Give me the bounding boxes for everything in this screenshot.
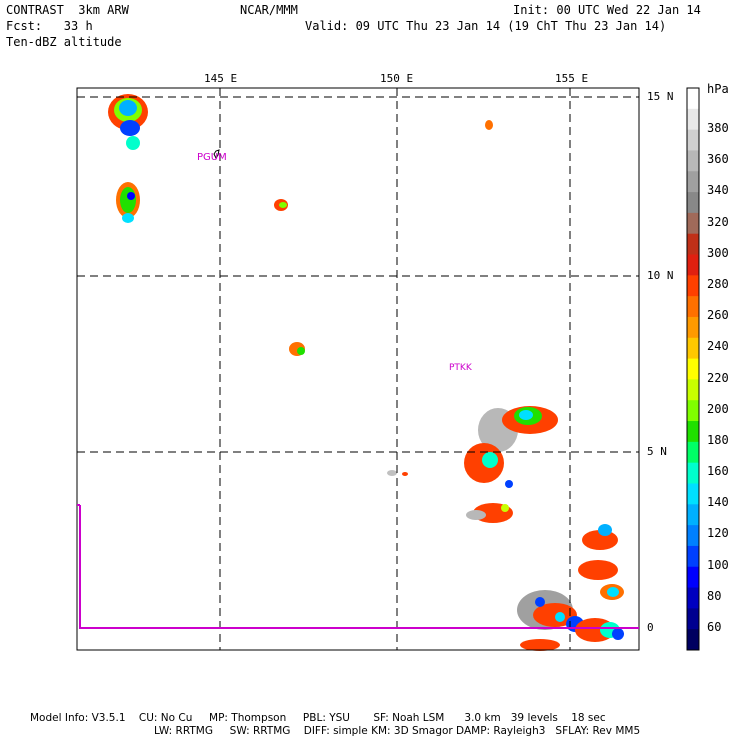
colorbar-swatch: [687, 483, 699, 505]
lat-label-eq: 0: [647, 621, 654, 634]
colorbar-swatch: [687, 545, 699, 568]
colorbar-swatch: [687, 337, 699, 360]
colorbar-label: 80: [707, 588, 722, 603]
colorbar-swatch: [687, 88, 699, 110]
organization: NCAR/MMM: [240, 3, 298, 17]
forecast-hour: Fcst: 33 h: [6, 19, 93, 33]
model-info-line1: Model Info: V3.5.1 CU: No Cu MP: Thompso…: [30, 712, 606, 724]
lat-label-15n: 15 N: [647, 90, 674, 103]
colorbar-swatch: [687, 400, 699, 422]
guam-island: [213, 149, 220, 159]
colorbar: [686, 87, 700, 651]
colorbar-label: 340: [707, 183, 729, 198]
colorbar-label: 120: [707, 526, 729, 541]
colorbar-label: 240: [707, 339, 729, 354]
colorbar-swatch: [687, 296, 699, 318]
colorbar-label: 260: [707, 308, 729, 323]
init-time: Init: 00 UTC Wed 22 Jan 14: [513, 3, 701, 17]
colorbar-swatch: [687, 275, 699, 297]
colorbar-label: 100: [707, 557, 729, 572]
station-ptkk: PTKK: [449, 363, 472, 373]
station-pgum: PGUM: [197, 152, 227, 163]
colorbar-unit: hPa: [707, 82, 729, 96]
colorbar-swatch: [687, 608, 699, 630]
lon-label-145: 145 E: [204, 72, 238, 85]
colorbar-swatch: [687, 421, 699, 443]
colorbar-swatch: [687, 212, 699, 235]
colorbar-swatch: [687, 192, 699, 214]
colorbar-frame: [686, 87, 700, 651]
lat-label-5n: 5 N: [647, 445, 667, 458]
colorbar-swatch: [687, 108, 699, 131]
colorbar-label: 140: [707, 495, 729, 510]
colorbar-swatch: [687, 629, 699, 651]
colorbar-swatch: [687, 233, 699, 256]
colorbar-swatch: [687, 566, 699, 589]
colorbar-swatch: [687, 441, 699, 464]
map-frame: [76, 87, 640, 651]
colorbar-label: 300: [707, 245, 729, 260]
colorbar-label: 60: [707, 620, 722, 634]
lat-label-10n: 10 N: [647, 269, 674, 282]
lon-label-150: 150 E: [380, 72, 414, 85]
lon-label-155: 155 E: [555, 72, 589, 85]
colorbar-swatch: [687, 462, 699, 484]
colorbar-label: 180: [707, 432, 729, 447]
model-info-line2: LW: RRTMG SW: RRTMG DIFF: simple KM: 3D …: [154, 725, 641, 737]
colorbar-label: 320: [707, 214, 729, 229]
model-title: CONTRAST 3km ARW: [6, 3, 129, 17]
colorbar-label: 280: [707, 276, 729, 291]
colorbar-label: 220: [707, 370, 729, 385]
colorbar-swatch: [687, 150, 699, 172]
lat-lon-grid: [77, 88, 639, 650]
field-name: Ten-dBZ altitude: [6, 35, 122, 49]
colorbar-swatch: [687, 358, 699, 380]
colorbar-swatch: [687, 316, 699, 339]
colorbar-swatch: [687, 379, 699, 401]
valid-time: Valid: 09 UTC Thu 23 Jan 14 (19 ChT Thu …: [305, 19, 667, 33]
colorbar-label: 360: [707, 152, 729, 167]
colorbar-swatch: [687, 171, 699, 193]
colorbar-label: 200: [707, 401, 729, 416]
colorbar-swatch: [687, 504, 699, 526]
colorbar-swatch: [687, 587, 699, 609]
colorbar-swatch: [687, 129, 699, 151]
colorbar-swatch: [687, 254, 699, 276]
radar-echoes: [108, 94, 624, 651]
domain-boundary: [77, 504, 639, 629]
colorbar-swatch: [687, 525, 699, 547]
colorbar-label: 160: [707, 464, 729, 479]
colorbar-label: 380: [707, 121, 729, 135]
